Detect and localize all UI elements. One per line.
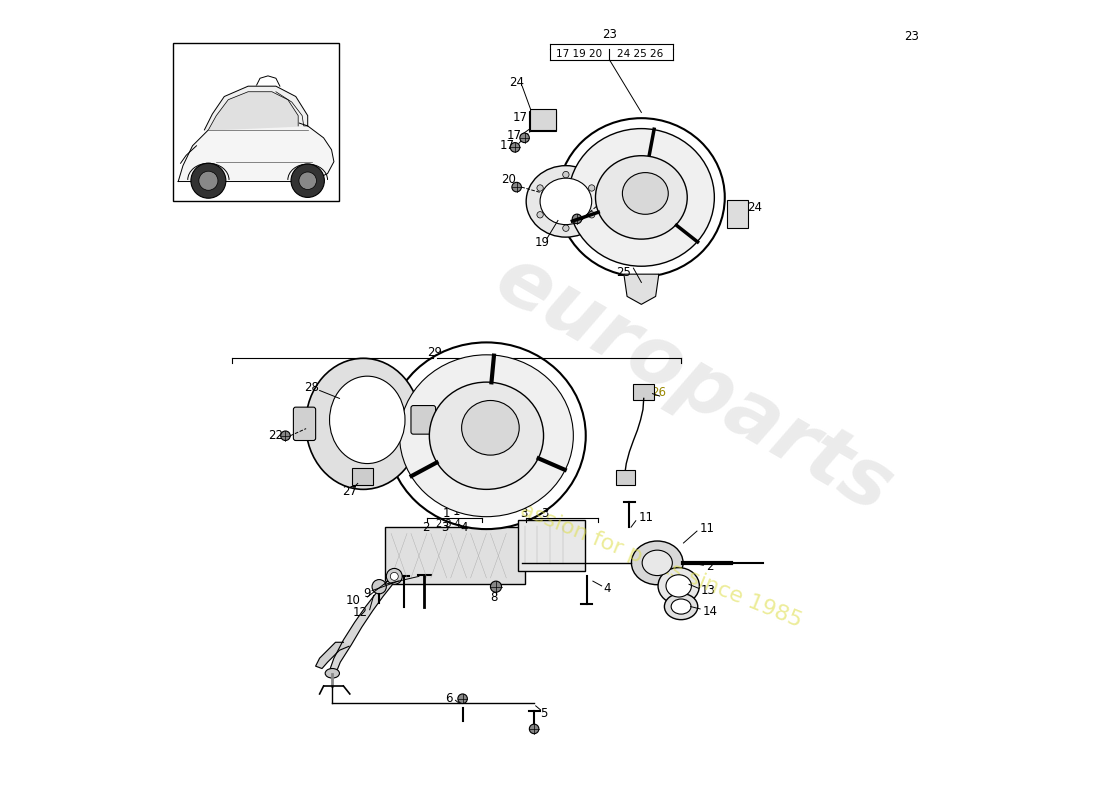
Text: 2 3 4: 2 3 4 bbox=[436, 519, 461, 529]
Ellipse shape bbox=[306, 358, 421, 490]
Text: 2: 2 bbox=[422, 522, 430, 534]
Text: 27: 27 bbox=[342, 485, 358, 498]
Circle shape bbox=[572, 214, 582, 224]
Text: 12: 12 bbox=[352, 606, 367, 619]
Text: 19: 19 bbox=[535, 236, 550, 250]
Polygon shape bbox=[329, 581, 395, 674]
FancyBboxPatch shape bbox=[727, 200, 748, 229]
Circle shape bbox=[520, 133, 529, 142]
Ellipse shape bbox=[330, 376, 405, 463]
Text: 26: 26 bbox=[651, 386, 667, 398]
Circle shape bbox=[588, 212, 595, 218]
Polygon shape bbox=[208, 92, 298, 130]
Ellipse shape bbox=[642, 550, 672, 575]
Circle shape bbox=[386, 569, 403, 584]
Circle shape bbox=[199, 171, 218, 190]
Text: 20: 20 bbox=[502, 173, 516, 186]
Circle shape bbox=[191, 163, 225, 198]
Polygon shape bbox=[178, 115, 334, 182]
Text: 2: 2 bbox=[706, 560, 714, 574]
FancyBboxPatch shape bbox=[528, 111, 556, 131]
Ellipse shape bbox=[558, 118, 725, 277]
Text: 11: 11 bbox=[639, 511, 654, 524]
Text: 8: 8 bbox=[491, 590, 498, 603]
Text: 24: 24 bbox=[509, 76, 524, 89]
Text: 22: 22 bbox=[268, 430, 284, 442]
Ellipse shape bbox=[462, 401, 519, 455]
Ellipse shape bbox=[666, 574, 692, 597]
Circle shape bbox=[280, 431, 290, 441]
Circle shape bbox=[537, 185, 543, 191]
Ellipse shape bbox=[399, 355, 573, 517]
Ellipse shape bbox=[429, 382, 543, 490]
Text: 3: 3 bbox=[441, 522, 449, 534]
Text: 1: 1 bbox=[453, 505, 460, 518]
Text: 5: 5 bbox=[540, 706, 548, 719]
Ellipse shape bbox=[664, 594, 697, 620]
Ellipse shape bbox=[326, 669, 340, 678]
Ellipse shape bbox=[569, 129, 714, 266]
Ellipse shape bbox=[387, 342, 586, 529]
Circle shape bbox=[390, 572, 398, 580]
Circle shape bbox=[491, 581, 502, 592]
Ellipse shape bbox=[623, 173, 669, 214]
Circle shape bbox=[510, 142, 520, 152]
Circle shape bbox=[512, 182, 521, 192]
Ellipse shape bbox=[540, 178, 592, 225]
Circle shape bbox=[563, 225, 569, 231]
Text: 24 25 26: 24 25 26 bbox=[617, 50, 663, 59]
Text: 3: 3 bbox=[520, 507, 528, 520]
Ellipse shape bbox=[658, 568, 700, 604]
FancyBboxPatch shape bbox=[616, 470, 635, 485]
Circle shape bbox=[563, 171, 569, 178]
FancyBboxPatch shape bbox=[385, 527, 525, 583]
Text: 4: 4 bbox=[603, 582, 611, 594]
Text: 13: 13 bbox=[701, 584, 716, 597]
Text: 1: 1 bbox=[443, 507, 451, 520]
FancyBboxPatch shape bbox=[294, 407, 316, 441]
Text: 17: 17 bbox=[507, 129, 521, 142]
Text: 17: 17 bbox=[513, 111, 527, 125]
Text: 25: 25 bbox=[616, 266, 631, 279]
Text: 14: 14 bbox=[703, 605, 717, 618]
Circle shape bbox=[537, 212, 543, 218]
Polygon shape bbox=[205, 86, 308, 130]
Polygon shape bbox=[624, 274, 659, 304]
Ellipse shape bbox=[526, 166, 606, 237]
Circle shape bbox=[458, 694, 468, 703]
Text: 24: 24 bbox=[747, 202, 761, 214]
FancyBboxPatch shape bbox=[173, 42, 340, 202]
Text: 7: 7 bbox=[376, 580, 383, 593]
Text: 28: 28 bbox=[305, 381, 319, 394]
Text: 17 19 20: 17 19 20 bbox=[557, 50, 603, 59]
Text: 17: 17 bbox=[499, 139, 515, 152]
Circle shape bbox=[292, 164, 324, 198]
FancyBboxPatch shape bbox=[634, 384, 654, 400]
Ellipse shape bbox=[671, 599, 691, 614]
FancyBboxPatch shape bbox=[411, 406, 436, 434]
FancyBboxPatch shape bbox=[530, 110, 556, 130]
Text: europarts: europarts bbox=[481, 239, 905, 529]
Text: 3: 3 bbox=[541, 507, 548, 520]
Circle shape bbox=[588, 185, 595, 191]
Text: 23: 23 bbox=[602, 28, 617, 41]
FancyBboxPatch shape bbox=[518, 520, 585, 571]
Polygon shape bbox=[316, 642, 349, 669]
Ellipse shape bbox=[595, 156, 688, 239]
Circle shape bbox=[529, 724, 539, 734]
Text: OO: OO bbox=[472, 417, 485, 426]
Text: 23: 23 bbox=[904, 30, 918, 42]
FancyBboxPatch shape bbox=[352, 467, 373, 485]
Text: 22: 22 bbox=[559, 212, 574, 226]
Text: a passion for parts since 1985: a passion for parts since 1985 bbox=[485, 486, 805, 631]
Text: 11: 11 bbox=[700, 522, 714, 535]
Text: 10: 10 bbox=[346, 594, 361, 607]
Text: 9: 9 bbox=[363, 586, 371, 599]
Ellipse shape bbox=[631, 541, 683, 585]
Text: 29: 29 bbox=[427, 346, 442, 359]
Circle shape bbox=[372, 579, 386, 594]
Text: 4: 4 bbox=[461, 522, 468, 534]
Circle shape bbox=[299, 172, 317, 190]
Text: 6: 6 bbox=[446, 692, 453, 706]
